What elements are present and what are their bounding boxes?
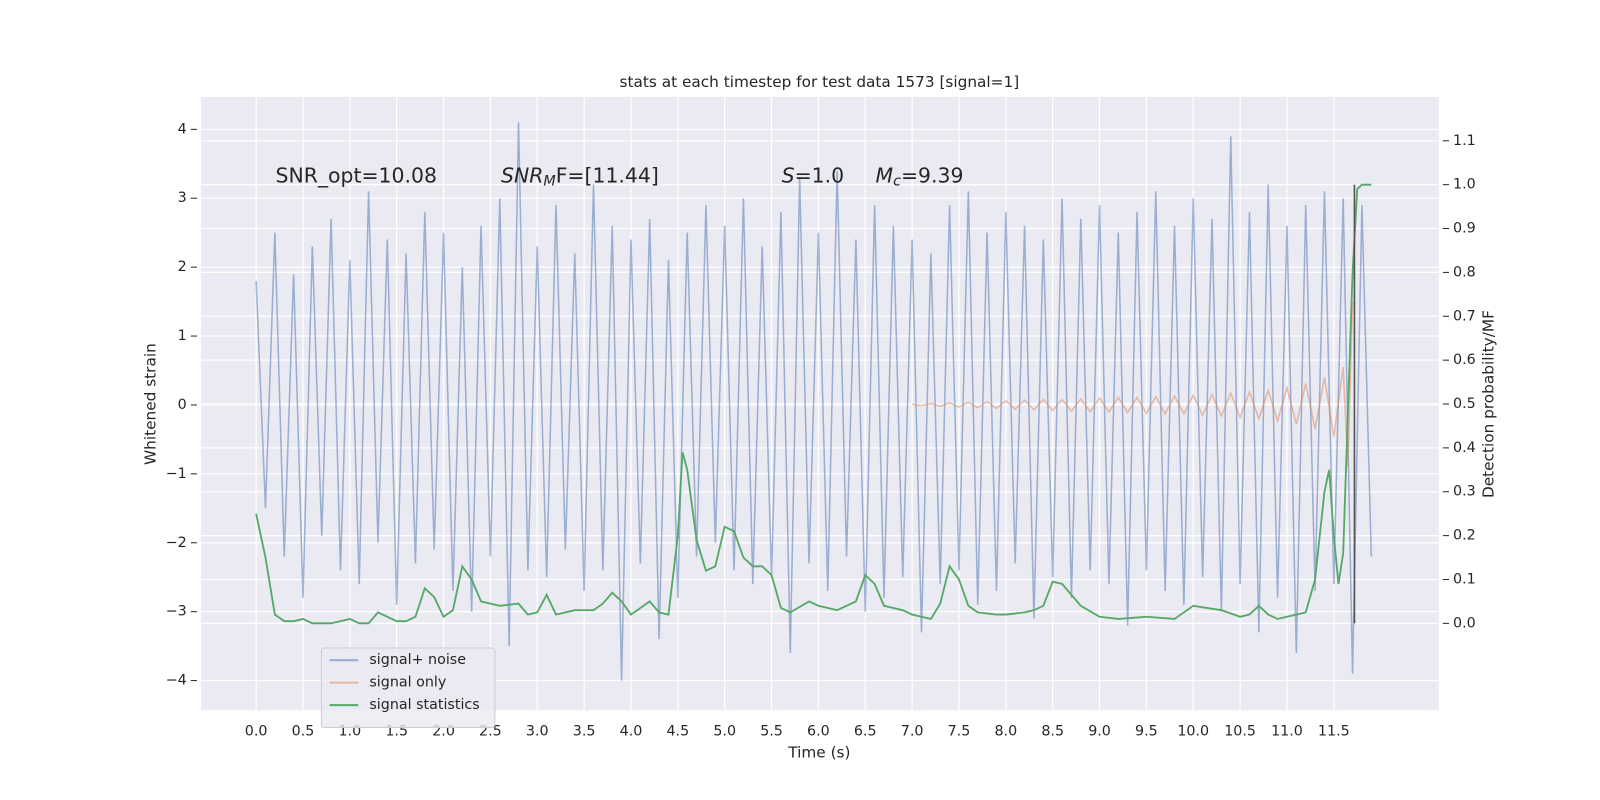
y2-tick-label: 0.9 [1453,221,1476,237]
legend-box [320,647,496,729]
x-tick-label: 0.0 [245,724,268,740]
y-tick-label: 1 [178,328,187,344]
y-tick-label: 2 [178,259,187,275]
annotation-rest: =9.39 [901,164,964,188]
y-tick-label: −4 [166,673,187,689]
y2-tick-label: 0.2 [1453,528,1476,544]
ticks: 0.0 0.5 1.0 1.5 2.0 2.5 3.0 3.5 4.0 4.5 5.0 5.5 6.0 6… [166,121,1476,739]
x-tick-label: 0.5 [292,724,315,740]
legend-label: signal statistics [369,697,479,713]
annotation: SNRMF=[11.44] [501,164,659,190]
series-line [912,301,1354,468]
y-tick-label: −1 [166,466,187,482]
annotations: SNR_opt=10.08 SNRMF=[11.44] S=1.0 Mc=9.39 [276,164,964,190]
series-line [255,183,1372,625]
x-tick-label: 10.0 [1177,724,1209,740]
x-tick-label: 6.0 [807,724,830,740]
marks [255,122,1373,681]
x-tick-label: 7.5 [948,724,971,740]
annotation-text: SNR_opt=10.08 [276,164,437,189]
annotation: SNR_opt=10.08 [276,164,437,189]
x-axis-label: Time (s) [787,744,850,762]
x-tick-label: 4.5 [666,724,689,740]
y2-tick-label: 0.6 [1453,352,1476,368]
y2-tick-label: 1.1 [1453,133,1476,149]
annotation-text: M [876,164,894,188]
y-tick-label: 0 [178,397,187,413]
x-tick-label: 11.0 [1271,724,1303,740]
y2-tick-label: 0.8 [1453,264,1476,280]
x-tick-label: 6.5 [854,724,877,740]
legend-label: signal+ noise [369,652,466,668]
y2-tick-label: 0.3 [1453,484,1476,500]
y2-tick-label: 0.4 [1453,440,1476,456]
y2-tick-label: 0.1 [1453,571,1476,587]
x-tick-label: 3.0 [526,724,549,740]
x-tick-label: 8.0 [994,724,1017,740]
y-tick-label: −2 [166,535,187,551]
y2-tick-label: 0.5 [1453,396,1476,412]
x-tick-label: 3.5 [573,724,596,740]
annotation-text: SNR [501,164,543,188]
y2-axis-label: Detection probability/MF [1479,310,1497,498]
annotation-sub: c [893,174,901,190]
legend-label: signal only [369,675,446,691]
legend: signal+ noise signal only signal statistic… [320,647,496,729]
x-tick-label: 11.5 [1318,724,1350,740]
y2-tick-label: 1.0 [1453,177,1476,193]
series-line [255,122,1373,681]
annotation-text: S [782,164,795,188]
x-tick-label: 9.5 [1135,724,1158,740]
x-tick-label: 4.0 [620,724,643,740]
y-tick-label: −3 [166,604,187,620]
y-tick-label: 3 [178,190,187,206]
annotation-rest: F=[11.44] [556,164,659,188]
x-tick-label: 5.0 [713,724,736,740]
y-axis-label: Whitened strain [142,343,160,465]
x-tick-label: 9.0 [1088,724,1111,740]
y-tick-label: 4 [178,121,187,137]
y2-tick-label: 0.7 [1453,308,1476,324]
chart-title: stats at each timestep for test data 157… [620,73,1020,91]
annotation: Mc=9.39 [876,164,964,190]
annotation-rest: =1.0 [795,164,845,188]
y2-tick-label: 0.0 [1453,615,1476,631]
x-tick-label: 8.5 [1041,724,1064,740]
x-tick-label: 10.5 [1224,724,1256,740]
annotation-sub: M [543,174,555,190]
x-tick-label: 5.5 [760,724,783,740]
annotation: S=1.0 [782,164,844,188]
x-tick-label: 7.0 [901,724,924,740]
